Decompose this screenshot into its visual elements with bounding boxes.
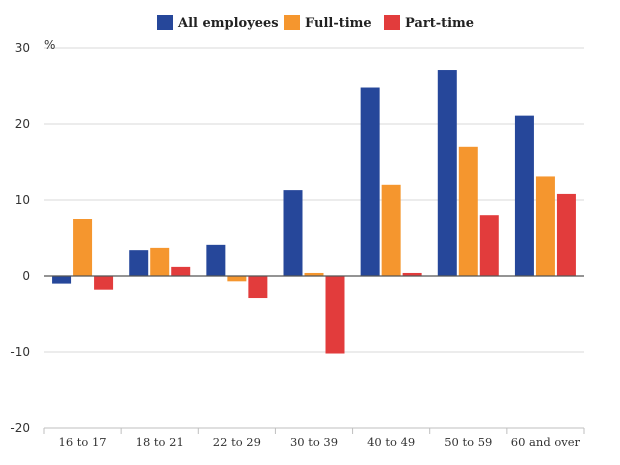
- legend-item: Part-time: [384, 15, 474, 31]
- x-tick-label: 18 to 21: [136, 435, 184, 449]
- bar: [94, 276, 114, 290]
- legend-label: Part-time: [405, 16, 474, 31]
- bar: [227, 276, 247, 282]
- bar: [171, 266, 191, 276]
- bar: [402, 272, 422, 276]
- legend-swatch: [284, 15, 300, 30]
- y-axis: % -20 -10 0 10 20 30: [10, 38, 55, 435]
- x-axis: 16 to 17 18 to 21 22 to 29 30 to 39 40 to 49…: [43, 427, 585, 449]
- legend-item: Full-time: [284, 15, 372, 31]
- bar: [556, 193, 576, 276]
- legend: All employees Full-time Part-time: [157, 15, 474, 31]
- bars: [52, 70, 576, 354]
- bar: [248, 276, 268, 299]
- bar: [535, 176, 555, 276]
- y-axis-unit: %: [44, 38, 55, 52]
- bar: [73, 219, 93, 276]
- y-tick-label: -20: [10, 421, 30, 435]
- legend-label: Full-time: [305, 16, 372, 31]
- x-tick-label: 16 to 17: [59, 435, 107, 449]
- bar: [437, 70, 457, 276]
- x-tick-label: 30 to 39: [290, 435, 338, 449]
- x-tick-label: 60 and over: [511, 435, 581, 449]
- bar: [52, 276, 72, 284]
- bar: [381, 184, 401, 276]
- y-tick-label: 0: [22, 269, 30, 283]
- bar: [325, 276, 345, 354]
- bar: [206, 244, 226, 276]
- y-tick-label: 10: [15, 193, 30, 207]
- x-tick-label: 50 to 59: [444, 435, 492, 449]
- bar: [129, 250, 149, 276]
- grid-lines: [44, 47, 584, 429]
- bar: [150, 247, 170, 276]
- bar: [283, 190, 303, 276]
- legend-swatch: [157, 15, 173, 30]
- bar: [304, 272, 324, 276]
- bar: [458, 146, 478, 276]
- legend-swatch: [384, 15, 400, 30]
- y-tick-label: 20: [15, 117, 30, 131]
- y-tick-label: -10: [10, 345, 30, 359]
- y-tick-label: 30: [15, 41, 30, 55]
- x-tick-label: 40 to 49: [367, 435, 415, 449]
- bar: [514, 115, 534, 276]
- x-tick-label: 22 to 29: [213, 435, 261, 449]
- legend-item: All employees: [157, 15, 279, 31]
- bar: [360, 87, 380, 277]
- bar: [479, 215, 499, 276]
- legend-label: All employees: [177, 16, 279, 31]
